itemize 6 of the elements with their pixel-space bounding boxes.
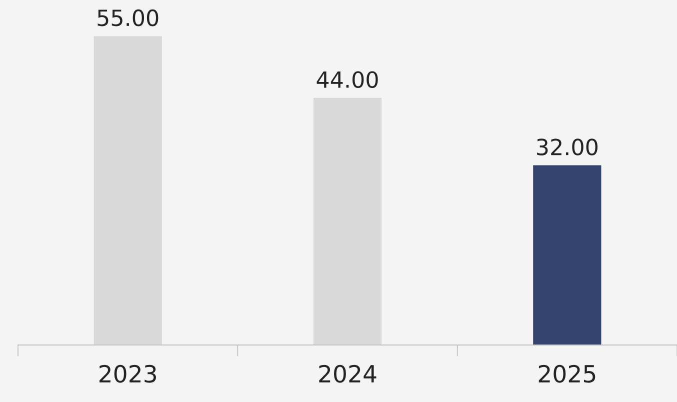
x-tick-label: 2025 <box>538 364 596 383</box>
data-label: 44.00 <box>316 71 378 88</box>
data-label: 55.00 <box>98 9 158 26</box>
data-label: 32.00 <box>537 138 598 156</box>
x-tick-label: 2024 <box>319 364 376 383</box>
x-tick-label: 2023 <box>100 364 156 383</box>
